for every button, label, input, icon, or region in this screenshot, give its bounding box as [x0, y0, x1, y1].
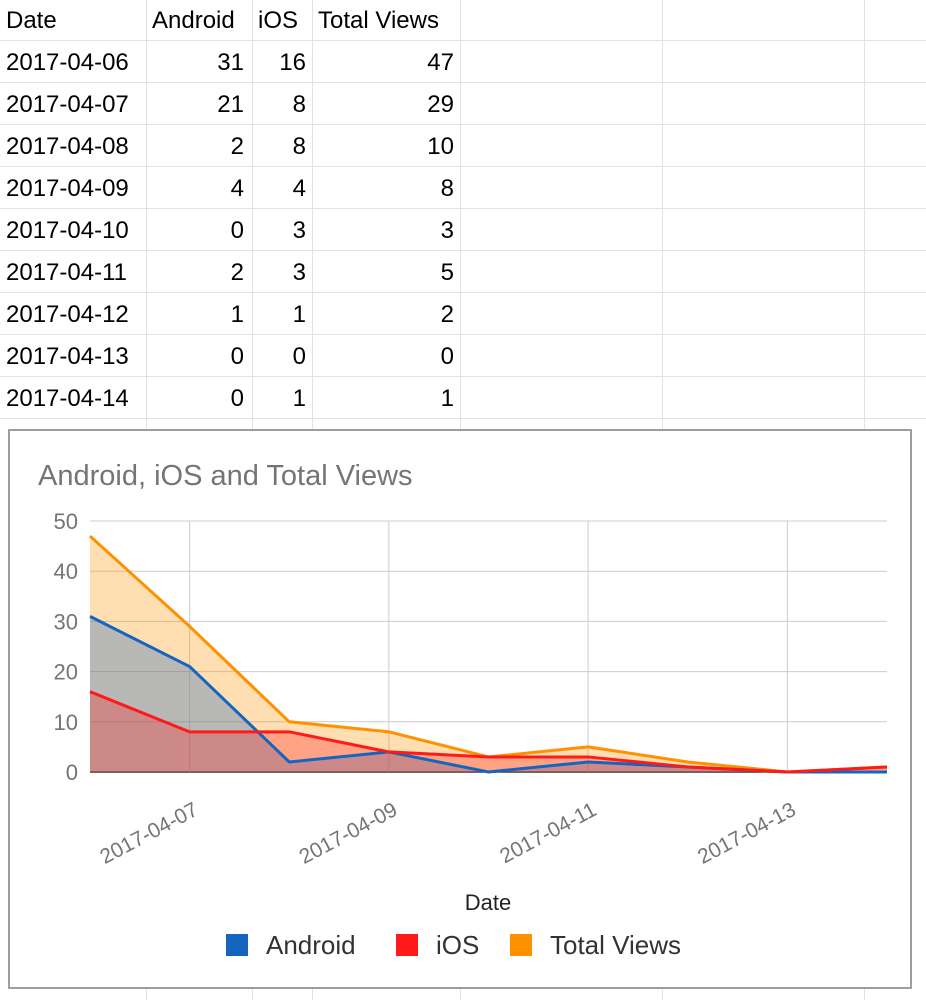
ios-area [90, 691, 887, 772]
table-cell-date[interactable]: 2017-04-09 [6, 175, 129, 202]
table-cell-value[interactable]: 3 [440, 217, 454, 244]
table-cell-date[interactable]: 2017-04-08 [6, 133, 129, 160]
table-cell-value[interactable]: 47 [427, 49, 454, 76]
chart-canvas: Android, iOS and Total Views Date 0 10 20 3… [38, 460, 888, 915]
table-cell-date[interactable]: 2017-04-13 [6, 343, 129, 370]
table-cell-value[interactable]: 31 [217, 49, 244, 76]
y-tick-label: 50 [54, 509, 78, 534]
legend-label: Android [266, 929, 356, 960]
table-cell-value[interactable]: 2 [440, 301, 454, 328]
header-date[interactable]: Date [6, 7, 57, 34]
table-cell-date[interactable]: 2017-04-07 [6, 91, 129, 118]
header-total-views[interactable]: Total Views [318, 7, 439, 34]
ios-line [89, 690, 888, 774]
table-cell-date[interactable]: 2017-04-14 [6, 385, 129, 412]
android-area [90, 616, 887, 772]
android-swatch-icon [226, 934, 248, 956]
y-tick-label: 40 [54, 559, 78, 584]
table-cell-value[interactable]: 3 [292, 217, 306, 244]
chart-title: Android, iOS and Total Views [38, 460, 413, 492]
table-cell-value[interactable]: 2 [230, 259, 244, 286]
table-cell-value[interactable]: 10 [427, 133, 454, 160]
x-tick-label: 2017-04-09 [296, 798, 402, 869]
legend-label: iOS [436, 929, 480, 960]
total-views-area [90, 536, 887, 772]
table-cell-value[interactable]: 5 [440, 259, 454, 286]
header-android[interactable]: Android [152, 7, 235, 34]
table-cell-value[interactable]: 1 [230, 301, 244, 328]
y-tick-label: 20 [54, 660, 78, 685]
table-cell-value[interactable]: 0 [292, 343, 306, 370]
ios-swatch-icon [396, 934, 418, 956]
total-views-swatch-icon [510, 934, 532, 956]
table-cell-date[interactable]: 2017-04-11 [6, 259, 127, 286]
table-cell-value[interactable]: 0 [230, 217, 244, 244]
table-cell-date[interactable]: 2017-04-12 [6, 301, 129, 328]
table-cell-value[interactable]: 0 [230, 343, 244, 370]
header-ios[interactable]: iOS [258, 7, 299, 34]
y-tick-label: 10 [54, 710, 78, 735]
chart[interactable]: Android, iOS and Total Views Date 0 10 20 3… [8, 429, 912, 989]
table-cell-value[interactable]: 0 [230, 385, 244, 412]
table-cell-value[interactable]: 21 [217, 91, 244, 118]
y-tick-label: 30 [54, 609, 78, 634]
table-cell-value[interactable]: 4 [292, 175, 306, 202]
table-cell-value[interactable]: 29 [427, 91, 454, 118]
y-tick-label: 0 [66, 760, 78, 785]
x-tick-label: 2017-04-07 [96, 798, 202, 869]
legend-item-android[interactable]: Android [226, 928, 356, 962]
table-cell-value[interactable]: 16 [279, 49, 306, 76]
table-cell-date[interactable]: 2017-04-06 [6, 49, 129, 76]
table-cell-value[interactable]: 2 [230, 133, 244, 160]
legend-item-total-views[interactable]: Total Views [510, 928, 681, 962]
table-cell-date[interactable]: 2017-04-10 [6, 217, 129, 244]
x-tick-label: 2017-04-13 [694, 798, 800, 869]
table-cell-value[interactable]: 3 [292, 259, 306, 286]
table-cell-value[interactable]: 4 [230, 175, 244, 202]
table-cell-value[interactable]: 8 [292, 133, 306, 160]
table-cell-value[interactable]: 1 [440, 385, 454, 412]
x-tick-label: 2017-04-11 [496, 798, 600, 868]
legend-label: Total Views [550, 929, 682, 960]
table-cell-value[interactable]: 1 [292, 385, 306, 412]
x-axis-label: Date [465, 890, 511, 915]
table-cell-value[interactable]: 1 [292, 301, 306, 328]
table-cell-value[interactable]: 8 [440, 175, 454, 202]
table-cell-value[interactable]: 8 [292, 91, 306, 118]
table-cell-value[interactable]: 0 [440, 343, 454, 370]
legend-item-ios[interactable]: iOS [396, 928, 479, 962]
